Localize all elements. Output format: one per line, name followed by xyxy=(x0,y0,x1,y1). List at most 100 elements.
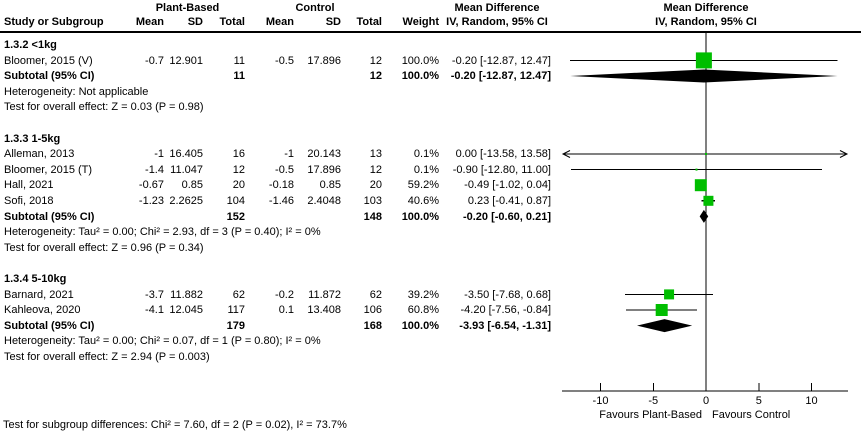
table-row-note: Test for overall effect: Z = 0.96 (P = 0… xyxy=(0,240,551,256)
cell-total2: 148 xyxy=(363,210,382,223)
col-header-weight: Weight xyxy=(402,16,439,28)
table-row-note: Heterogeneity: Tau² = 0.00; Chi² = 2.93,… xyxy=(0,224,551,240)
effect-square xyxy=(694,179,707,192)
table-row-subgroup: 1.3.3 1-5kg xyxy=(0,131,551,147)
cell-mean1: -1.23 xyxy=(138,195,164,207)
cell-mdci: -0.90 [-12.80, 11.00] xyxy=(452,163,551,176)
cell-total2: 20 xyxy=(369,179,382,192)
col-header-mean2: Mean xyxy=(265,16,294,28)
cell-sd1: 2.2625 xyxy=(169,195,203,207)
cell-mean1: -0.7 xyxy=(145,54,164,67)
table-row-study: Barnard, 2021 -3.7 11.882 62 -0.2 11.872 62 39.… xyxy=(0,287,551,303)
cell-label: Kahleova, 2020 xyxy=(4,304,81,317)
cell-total1: 104 xyxy=(226,195,245,207)
cell-mdci: -0.49 [-1.02, 0.04] xyxy=(464,179,551,192)
table-row-study: Hall, 2021 -0.67 0.85 20 -0.18 0.85 20 59.2% -0.… xyxy=(0,177,551,193)
cell-mean2: -0.5 xyxy=(275,54,294,67)
col-header-study: Study or Subgroup xyxy=(4,16,104,28)
cell-total1: 16 xyxy=(232,148,245,161)
md-column-header-line1: Mean Difference xyxy=(454,2,540,14)
stats-note: Test for overall effect: Z = 0.03 (P = 0… xyxy=(4,101,204,114)
col-header-total2: Total xyxy=(356,16,382,28)
cell-total2: 12 xyxy=(369,70,382,83)
cell-total2: 12 xyxy=(369,54,382,67)
cell-total1: 62 xyxy=(232,288,245,301)
cell-sd2: 0.85 xyxy=(319,179,341,192)
cell-label: Subtotal (95% CI) xyxy=(4,70,95,83)
stats-note: Heterogeneity: Not applicable xyxy=(4,85,149,98)
subgroup-differences-text: Test for subgroup differences: Chi² = 7.… xyxy=(3,419,347,431)
effect-square xyxy=(695,52,712,69)
axis-tick-label: 5 xyxy=(756,395,762,407)
cell-sd1: 0.85 xyxy=(181,179,203,192)
cell-weight: 39.2% xyxy=(407,288,439,301)
subtotal-diamond xyxy=(637,319,693,333)
cell-label: Alleman, 2013 xyxy=(4,148,75,161)
axis-tick-label: 0 xyxy=(703,395,709,407)
cell-mdci: -0.20 [-12.87, 12.47] xyxy=(450,70,551,83)
cell-weight: 60.8% xyxy=(407,304,439,317)
cell-total1: 179 xyxy=(226,319,245,332)
cell-mean1: -1 xyxy=(154,148,164,161)
subgroup-title: 1.3.3 1-5kg xyxy=(4,132,61,145)
cell-weight: 100.0% xyxy=(401,70,439,83)
effect-square xyxy=(664,289,675,300)
axis-tick-label: -10 xyxy=(593,395,609,407)
effect-square xyxy=(695,168,698,171)
subtotal-diamond xyxy=(570,69,838,83)
cell-total2: 62 xyxy=(369,288,382,301)
plot-header-line2: IV, Random, 95% CI xyxy=(655,16,757,28)
cell-mean2: -0.2 xyxy=(275,288,294,301)
cell-sd2: 17.896 xyxy=(307,54,341,67)
table-row-note: Test for overall effect: Z = 2.94 (P = 0… xyxy=(0,349,551,365)
col-header-sd1: SD xyxy=(187,16,203,28)
table-row-study: Kahleova, 2020 -4.1 12.045 117 0.1 13.408 106 6… xyxy=(0,302,551,318)
cell-label: Barnard, 2021 xyxy=(4,288,74,301)
table-row-subtotal: Subtotal (95% CI) 179 168 100.0% -3.93 [-6.5… xyxy=(0,318,551,334)
cell-weight: 100.0% xyxy=(401,319,439,332)
cell-weight: 100.0% xyxy=(401,54,439,67)
cell-weight: 100.0% xyxy=(401,210,439,223)
table-row-subtotal: Subtotal (95% CI) 152 148 100.0% -0.20 [-0.6… xyxy=(0,209,551,225)
cell-mean1: -3.7 xyxy=(145,288,164,301)
cell-sd2: 17.896 xyxy=(307,163,341,176)
stats-note: Test for overall effect: Z = 0.96 (P = 0… xyxy=(4,241,204,254)
cell-total1: 20 xyxy=(232,179,245,192)
table-row-subgroup: 1.3.2 <1kg xyxy=(0,37,551,53)
cell-weight: 40.6% xyxy=(407,195,439,207)
col-header-total1: Total xyxy=(219,16,245,28)
col-header-mean1: Mean xyxy=(135,16,164,28)
cell-mean1: -4.1 xyxy=(145,304,164,317)
cell-mdci: -3.93 [-6.54, -1.31] xyxy=(459,319,551,332)
cell-label: Bloomer, 2015 (V) xyxy=(4,54,93,67)
cell-mean1: -0.67 xyxy=(138,179,164,192)
cell-label: Sofi, 2018 xyxy=(4,195,54,207)
effect-square xyxy=(705,153,707,155)
table-row-note: Heterogeneity: Not applicable xyxy=(0,84,551,100)
cell-weight: 0.1% xyxy=(413,163,439,176)
cell-total2: 13 xyxy=(369,148,382,161)
cell-weight: 0.1% xyxy=(413,148,439,161)
table-row-study: Bloomer, 2015 (T) -1.4 11.047 12 -0.5 17.896 1… xyxy=(0,162,551,178)
table-row-study: Bloomer, 2015 (V) -0.7 12.901 11 -0.5 17.896 1… xyxy=(0,53,551,69)
ci-arrow-right xyxy=(839,150,849,158)
table-row-subgroup: 1.3.4 5-10kg xyxy=(0,271,551,287)
cell-sd1: 16.405 xyxy=(169,148,203,161)
cell-label: Bloomer, 2015 (T) xyxy=(4,163,93,176)
cell-mdci: -4.20 [-7.56, -0.84] xyxy=(460,304,552,317)
cell-total1: 11 xyxy=(233,54,245,67)
table-row-note: Test for overall effect: Z = 0.03 (P = 0… xyxy=(0,99,551,115)
cell-sd1: 12.045 xyxy=(169,304,203,317)
cell-total2: 12 xyxy=(369,163,382,176)
plot-header-line1: Mean Difference xyxy=(663,2,749,14)
axis-tick-label: -5 xyxy=(648,395,658,407)
table-row-note: Heterogeneity: Tau² = 0.00; Chi² = 0.07,… xyxy=(0,333,551,349)
cell-mdci: -0.20 [-12.87, 12.47] xyxy=(451,54,551,67)
cell-mdci: -3.50 [-7.68, 0.68] xyxy=(464,288,551,301)
cell-mean1: -1.4 xyxy=(145,163,164,176)
cell-total2: 168 xyxy=(363,319,382,332)
effect-square xyxy=(655,304,668,316)
favours-right-label: Favours Control xyxy=(712,409,791,421)
axis-tick-label: 10 xyxy=(805,395,817,407)
